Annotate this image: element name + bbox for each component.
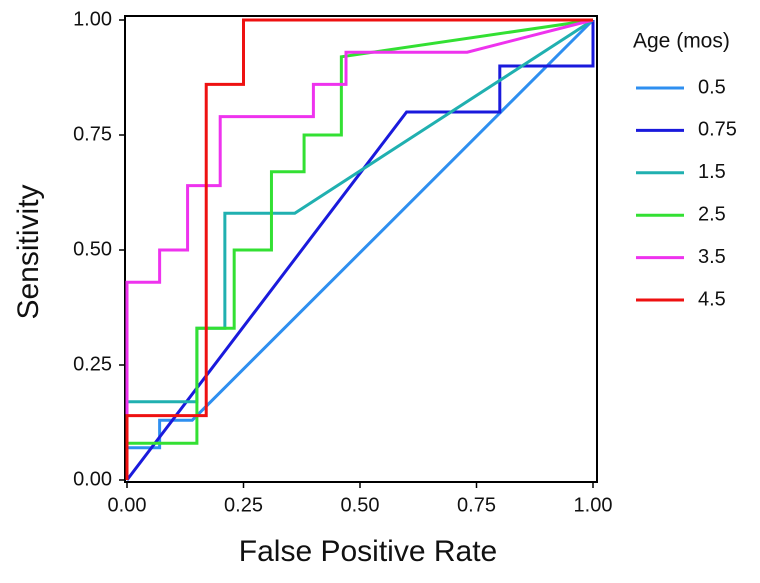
y-axis-title: Sensitivity xyxy=(12,184,45,319)
x-tick-label: 0.25 xyxy=(224,494,263,516)
x-tick-label: 1.00 xyxy=(574,494,613,516)
legend-label: 2.5 xyxy=(698,203,726,225)
roc-line xyxy=(125,20,595,481)
y-tick-label: 0.00 xyxy=(73,468,112,490)
legend-label: 0.5 xyxy=(698,76,726,98)
legend-label: 1.5 xyxy=(698,161,726,183)
legend-label: 0.75 xyxy=(698,119,737,141)
roc-line xyxy=(125,18,594,480)
y-tick-label: 0.75 xyxy=(73,123,112,145)
roc-line xyxy=(125,18,593,480)
y-tick-label: 0.25 xyxy=(73,353,112,375)
y-tick-label: 0.50 xyxy=(73,238,112,260)
plot-frame xyxy=(124,15,598,483)
roc-line xyxy=(125,18,594,480)
legend-title: Age (mos) xyxy=(633,30,730,53)
x-tick-label: 0.00 xyxy=(108,494,147,516)
x-tick-label: 0.50 xyxy=(341,494,380,516)
x-axis-title: False Positive Rate xyxy=(239,535,497,568)
y-tick-label: 1.00 xyxy=(73,8,112,30)
legend-label: 3.5 xyxy=(698,246,726,268)
legend-label: 4.5 xyxy=(698,288,726,310)
x-tick-label: 0.75 xyxy=(457,494,496,516)
